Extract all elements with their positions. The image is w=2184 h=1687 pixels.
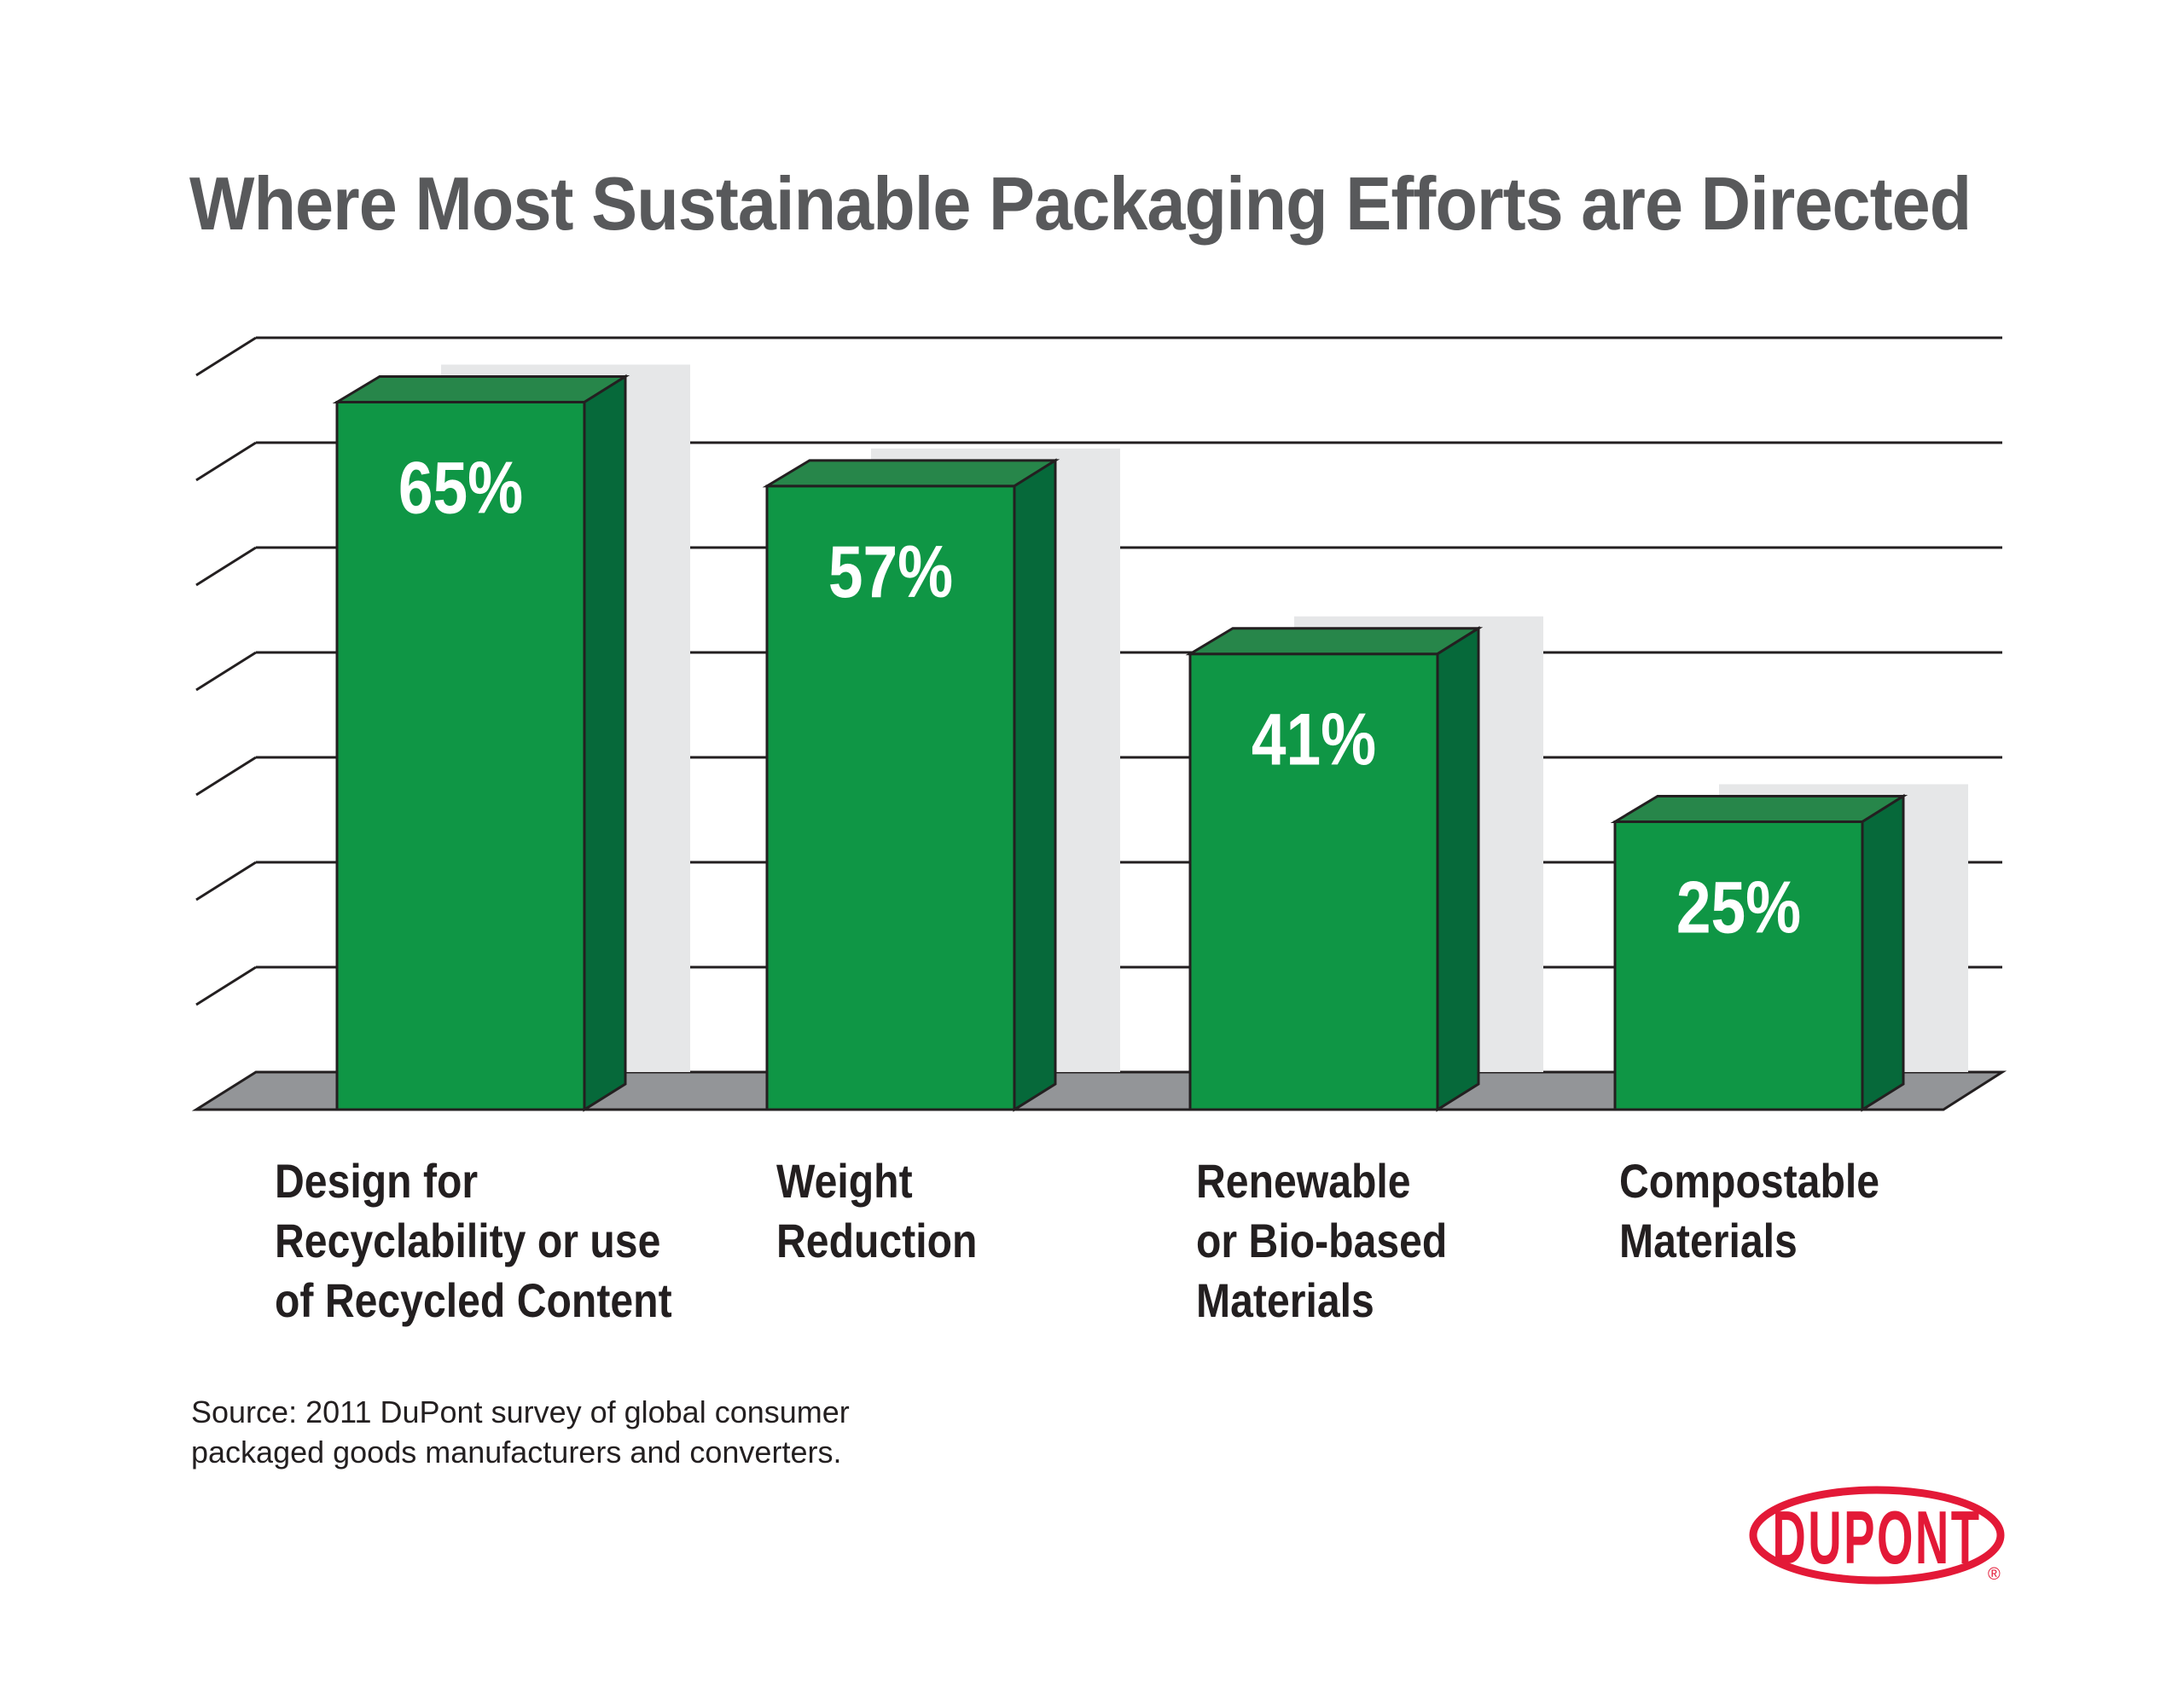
- gridline-depth: [195, 441, 257, 482]
- category-label-line: Weight: [776, 1154, 913, 1208]
- data-label: 65%: [398, 447, 523, 529]
- bar-top: [1185, 627, 1484, 656]
- data-label: 57%: [828, 530, 953, 612]
- category-label: Renewable or Bio-based Materials: [1196, 1151, 1447, 1330]
- bar-side: [583, 374, 627, 1112]
- data-label: 25%: [1676, 867, 1801, 948]
- gridline-depth: [195, 861, 257, 901]
- source-line: Source: 2011 DuPont survey of global con…: [191, 1394, 850, 1429]
- gridline-depth: [195, 336, 257, 377]
- category-label-line: or Bio-based: [1196, 1214, 1448, 1267]
- bar: [335, 401, 586, 1111]
- bar-side: [1861, 793, 1905, 1112]
- bar-top: [1610, 795, 1908, 823]
- category-label-line: Design for: [275, 1154, 479, 1208]
- source-line: packaged goods manufacturers and convert…: [191, 1435, 842, 1470]
- bar-top: [762, 459, 1060, 488]
- category-label-line: Recyclability or use: [275, 1214, 661, 1267]
- chart-title: Where Most Sustainable Packaging Efforts…: [189, 161, 1972, 246]
- bar-top: [332, 375, 630, 403]
- source-note: Source: 2011 DuPont survey of global con…: [191, 1392, 850, 1472]
- category-label-line: Materials: [1196, 1273, 1374, 1327]
- category-label: Weight Reduction: [776, 1151, 977, 1271]
- gridline-depth: [195, 546, 257, 587]
- gridline-depth: [195, 965, 257, 1006]
- data-label: 41%: [1252, 699, 1376, 780]
- bar-side: [1436, 625, 1480, 1112]
- category-label-line: Renewable: [1196, 1154, 1411, 1208]
- category-label-line: Materials: [1619, 1214, 1798, 1267]
- gridline-depth: [195, 651, 257, 692]
- bar: [765, 484, 1016, 1111]
- bar-side: [1013, 458, 1057, 1112]
- category-label: Design for Recyclability or use of Recycle…: [275, 1151, 672, 1330]
- category-label: Compostable Materials: [1619, 1151, 1879, 1271]
- category-label-line: of Recycled Content: [275, 1273, 672, 1327]
- category-label-line: Compostable: [1619, 1154, 1880, 1208]
- bar: [1188, 652, 1439, 1111]
- category-label-line: Reduction: [776, 1214, 978, 1267]
- gridline-depth: [195, 756, 257, 797]
- bar: [1613, 820, 1864, 1111]
